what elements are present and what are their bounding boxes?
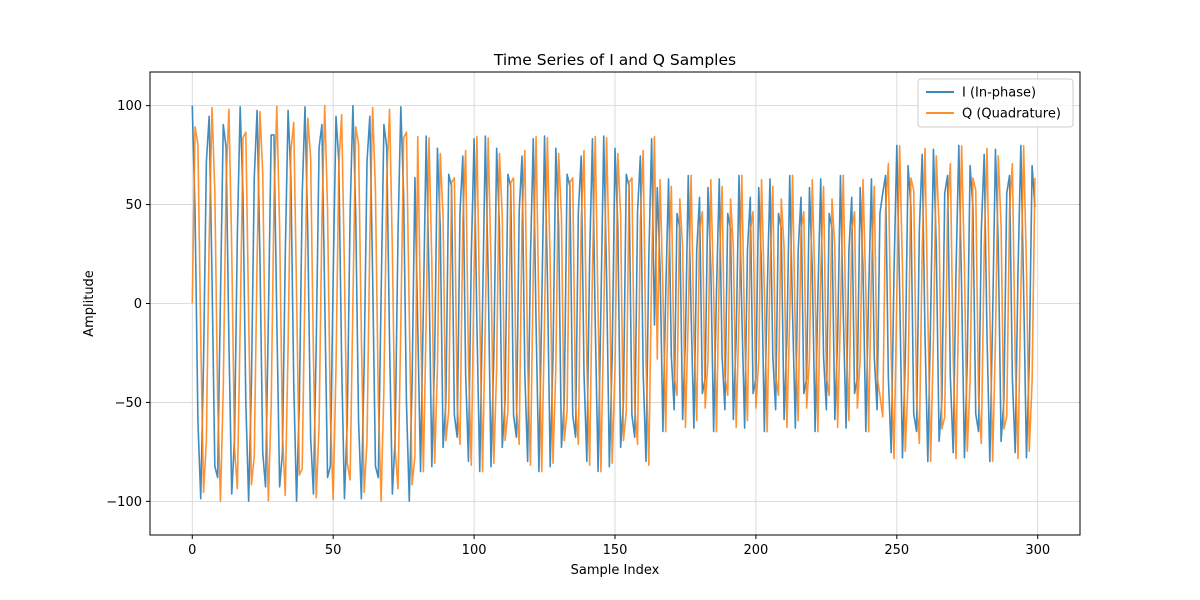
y-tick-label: 100 (117, 99, 142, 114)
x-tick-label: 200 (743, 543, 768, 558)
y-axis-title: Amplitude (82, 270, 97, 337)
y-tick-label: 50 (125, 198, 142, 213)
series-line-i (191, 104, 1036, 502)
x-tick-label: 150 (603, 543, 628, 558)
series-lines (191, 104, 1036, 503)
x-tick-label: 300 (1025, 543, 1050, 558)
legend: I (In-phase) Q (Quadrature) (917, 78, 1074, 128)
y-tick-label: −50 (115, 396, 142, 411)
legend-box (917, 78, 1074, 128)
chart-title: Time Series of I and Q Samples (493, 51, 736, 69)
legend-label: Q (Quadrature) (962, 107, 1061, 122)
x-tick-label: 0 (188, 543, 196, 558)
ticks-layer: 0 50 100 150 200 250 300 −100 −50 0 50 100 (106, 99, 1050, 558)
x-tick-label: 50 (325, 543, 342, 558)
x-tick-label: 100 (462, 543, 487, 558)
y-tick-label: 0 (134, 297, 142, 312)
x-axis-title: Sample Index (571, 563, 660, 578)
series-line-q (191, 104, 1036, 503)
y-tick-label: −100 (106, 495, 142, 510)
x-tick-label: 250 (884, 543, 909, 558)
plot-area (191, 104, 1036, 503)
legend-label: I (In-phase) (962, 86, 1036, 101)
